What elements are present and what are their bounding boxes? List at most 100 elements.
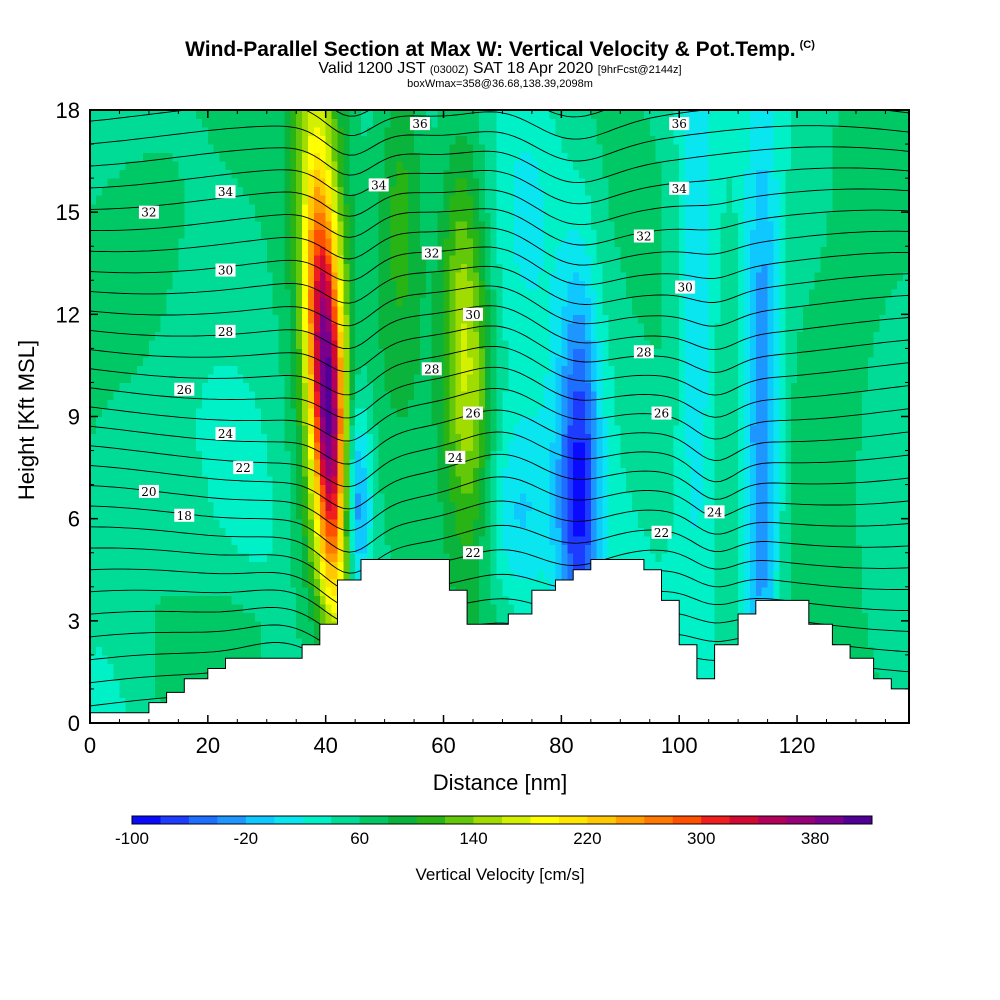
velocity-cell bbox=[166, 144, 174, 154]
velocity-cell bbox=[196, 476, 203, 486]
velocity-cell bbox=[260, 331, 268, 341]
velocity-cell bbox=[231, 169, 238, 179]
velocity-cell bbox=[243, 280, 250, 290]
velocity-cell bbox=[225, 382, 233, 392]
velocity-cell bbox=[449, 127, 456, 137]
velocity-cell bbox=[119, 705, 126, 716]
velocity-cell bbox=[449, 373, 456, 384]
velocity-cell bbox=[284, 399, 291, 409]
velocity-cell bbox=[95, 203, 103, 213]
velocity-cell bbox=[408, 416, 415, 426]
velocity-cell bbox=[266, 339, 274, 349]
velocity-cell bbox=[472, 152, 480, 162]
velocity-cell bbox=[331, 322, 339, 332]
velocity-cell bbox=[166, 161, 174, 171]
velocity-cell bbox=[166, 671, 174, 682]
velocity-cell bbox=[107, 476, 115, 486]
velocity-cell bbox=[461, 152, 468, 162]
velocity-cell bbox=[190, 161, 197, 171]
velocity-cell bbox=[490, 450, 498, 460]
velocity-cell bbox=[213, 578, 221, 588]
velocity-cell bbox=[396, 450, 403, 460]
velocity-cell bbox=[143, 425, 150, 435]
velocity-cell bbox=[225, 476, 233, 486]
velocity-cell bbox=[143, 569, 150, 579]
velocity-cell bbox=[390, 118, 397, 128]
velocity-cell bbox=[131, 152, 138, 162]
velocity-cell bbox=[131, 220, 138, 230]
velocity-cell bbox=[90, 195, 97, 205]
velocity-cell bbox=[449, 246, 456, 256]
velocity-cell bbox=[296, 186, 303, 196]
velocity-cell bbox=[461, 569, 468, 579]
velocity-cell bbox=[101, 314, 109, 324]
velocity-cell bbox=[331, 416, 339, 426]
velocity-cell bbox=[213, 135, 221, 145]
velocity-cell bbox=[90, 135, 97, 145]
velocity-cell bbox=[484, 305, 492, 315]
velocity-cell bbox=[372, 433, 380, 443]
velocity-cell bbox=[178, 220, 185, 230]
velocity-cell bbox=[90, 186, 97, 196]
velocity-cell bbox=[366, 212, 374, 222]
velocity-cell bbox=[414, 263, 421, 273]
velocity-cell bbox=[113, 433, 121, 443]
velocity-cell bbox=[284, 220, 291, 230]
velocity-cell bbox=[396, 339, 403, 349]
velocity-cell bbox=[478, 382, 486, 392]
velocity-cell bbox=[366, 135, 374, 145]
velocity-cell bbox=[243, 271, 250, 281]
velocity-cell bbox=[366, 127, 374, 137]
velocity-cell bbox=[266, 527, 274, 537]
velocity-cell bbox=[313, 195, 321, 205]
velocity-cell bbox=[319, 348, 327, 358]
velocity-cell bbox=[225, 637, 233, 647]
velocity-cell bbox=[378, 407, 386, 418]
velocity-cell bbox=[231, 127, 238, 137]
velocity-cell bbox=[207, 484, 215, 494]
velocity-cell bbox=[431, 280, 439, 290]
velocity-cell bbox=[119, 212, 126, 222]
velocity-cell bbox=[178, 654, 185, 664]
velocity-cell bbox=[478, 510, 486, 520]
velocity-cell bbox=[178, 561, 185, 571]
velocity-cell bbox=[131, 501, 138, 511]
velocity-cell bbox=[107, 331, 115, 341]
velocity-cell bbox=[308, 178, 315, 188]
velocity-cell bbox=[484, 467, 492, 477]
velocity-cell bbox=[425, 212, 433, 222]
velocity-cell bbox=[184, 595, 191, 605]
velocity-cell bbox=[131, 433, 138, 443]
velocity-cell bbox=[402, 407, 409, 418]
velocity-cell bbox=[319, 544, 327, 554]
velocity-cell bbox=[266, 203, 274, 213]
velocity-cell bbox=[449, 110, 456, 120]
velocity-cell bbox=[431, 510, 439, 520]
velocity-cell bbox=[449, 331, 456, 341]
velocity-cell bbox=[319, 501, 327, 511]
velocity-cell bbox=[478, 373, 486, 384]
velocity-cell bbox=[296, 152, 303, 162]
velocity-cell bbox=[137, 195, 144, 205]
velocity-cell bbox=[113, 629, 121, 639]
velocity-cell bbox=[254, 476, 262, 486]
velocity-cell bbox=[166, 459, 174, 469]
velocity-cell bbox=[455, 501, 462, 511]
velocity-cell bbox=[384, 399, 392, 409]
velocity-cell bbox=[284, 484, 291, 494]
velocity-cell bbox=[125, 297, 132, 307]
velocity-cell bbox=[207, 442, 215, 452]
velocity-cell bbox=[349, 127, 356, 137]
velocity-cell bbox=[278, 186, 286, 196]
velocity-cell bbox=[472, 263, 480, 273]
velocity-cell bbox=[490, 161, 498, 171]
velocity-cell bbox=[137, 476, 144, 486]
velocity-cell bbox=[419, 416, 427, 426]
valid-date: SAT 18 Apr 2020 bbox=[472, 60, 594, 77]
velocity-cell bbox=[390, 127, 397, 137]
velocity-cell bbox=[414, 425, 421, 435]
velocity-cell bbox=[113, 178, 121, 188]
velocity-cell bbox=[290, 356, 297, 367]
velocity-cell bbox=[278, 493, 286, 503]
velocity-cell bbox=[143, 144, 150, 154]
